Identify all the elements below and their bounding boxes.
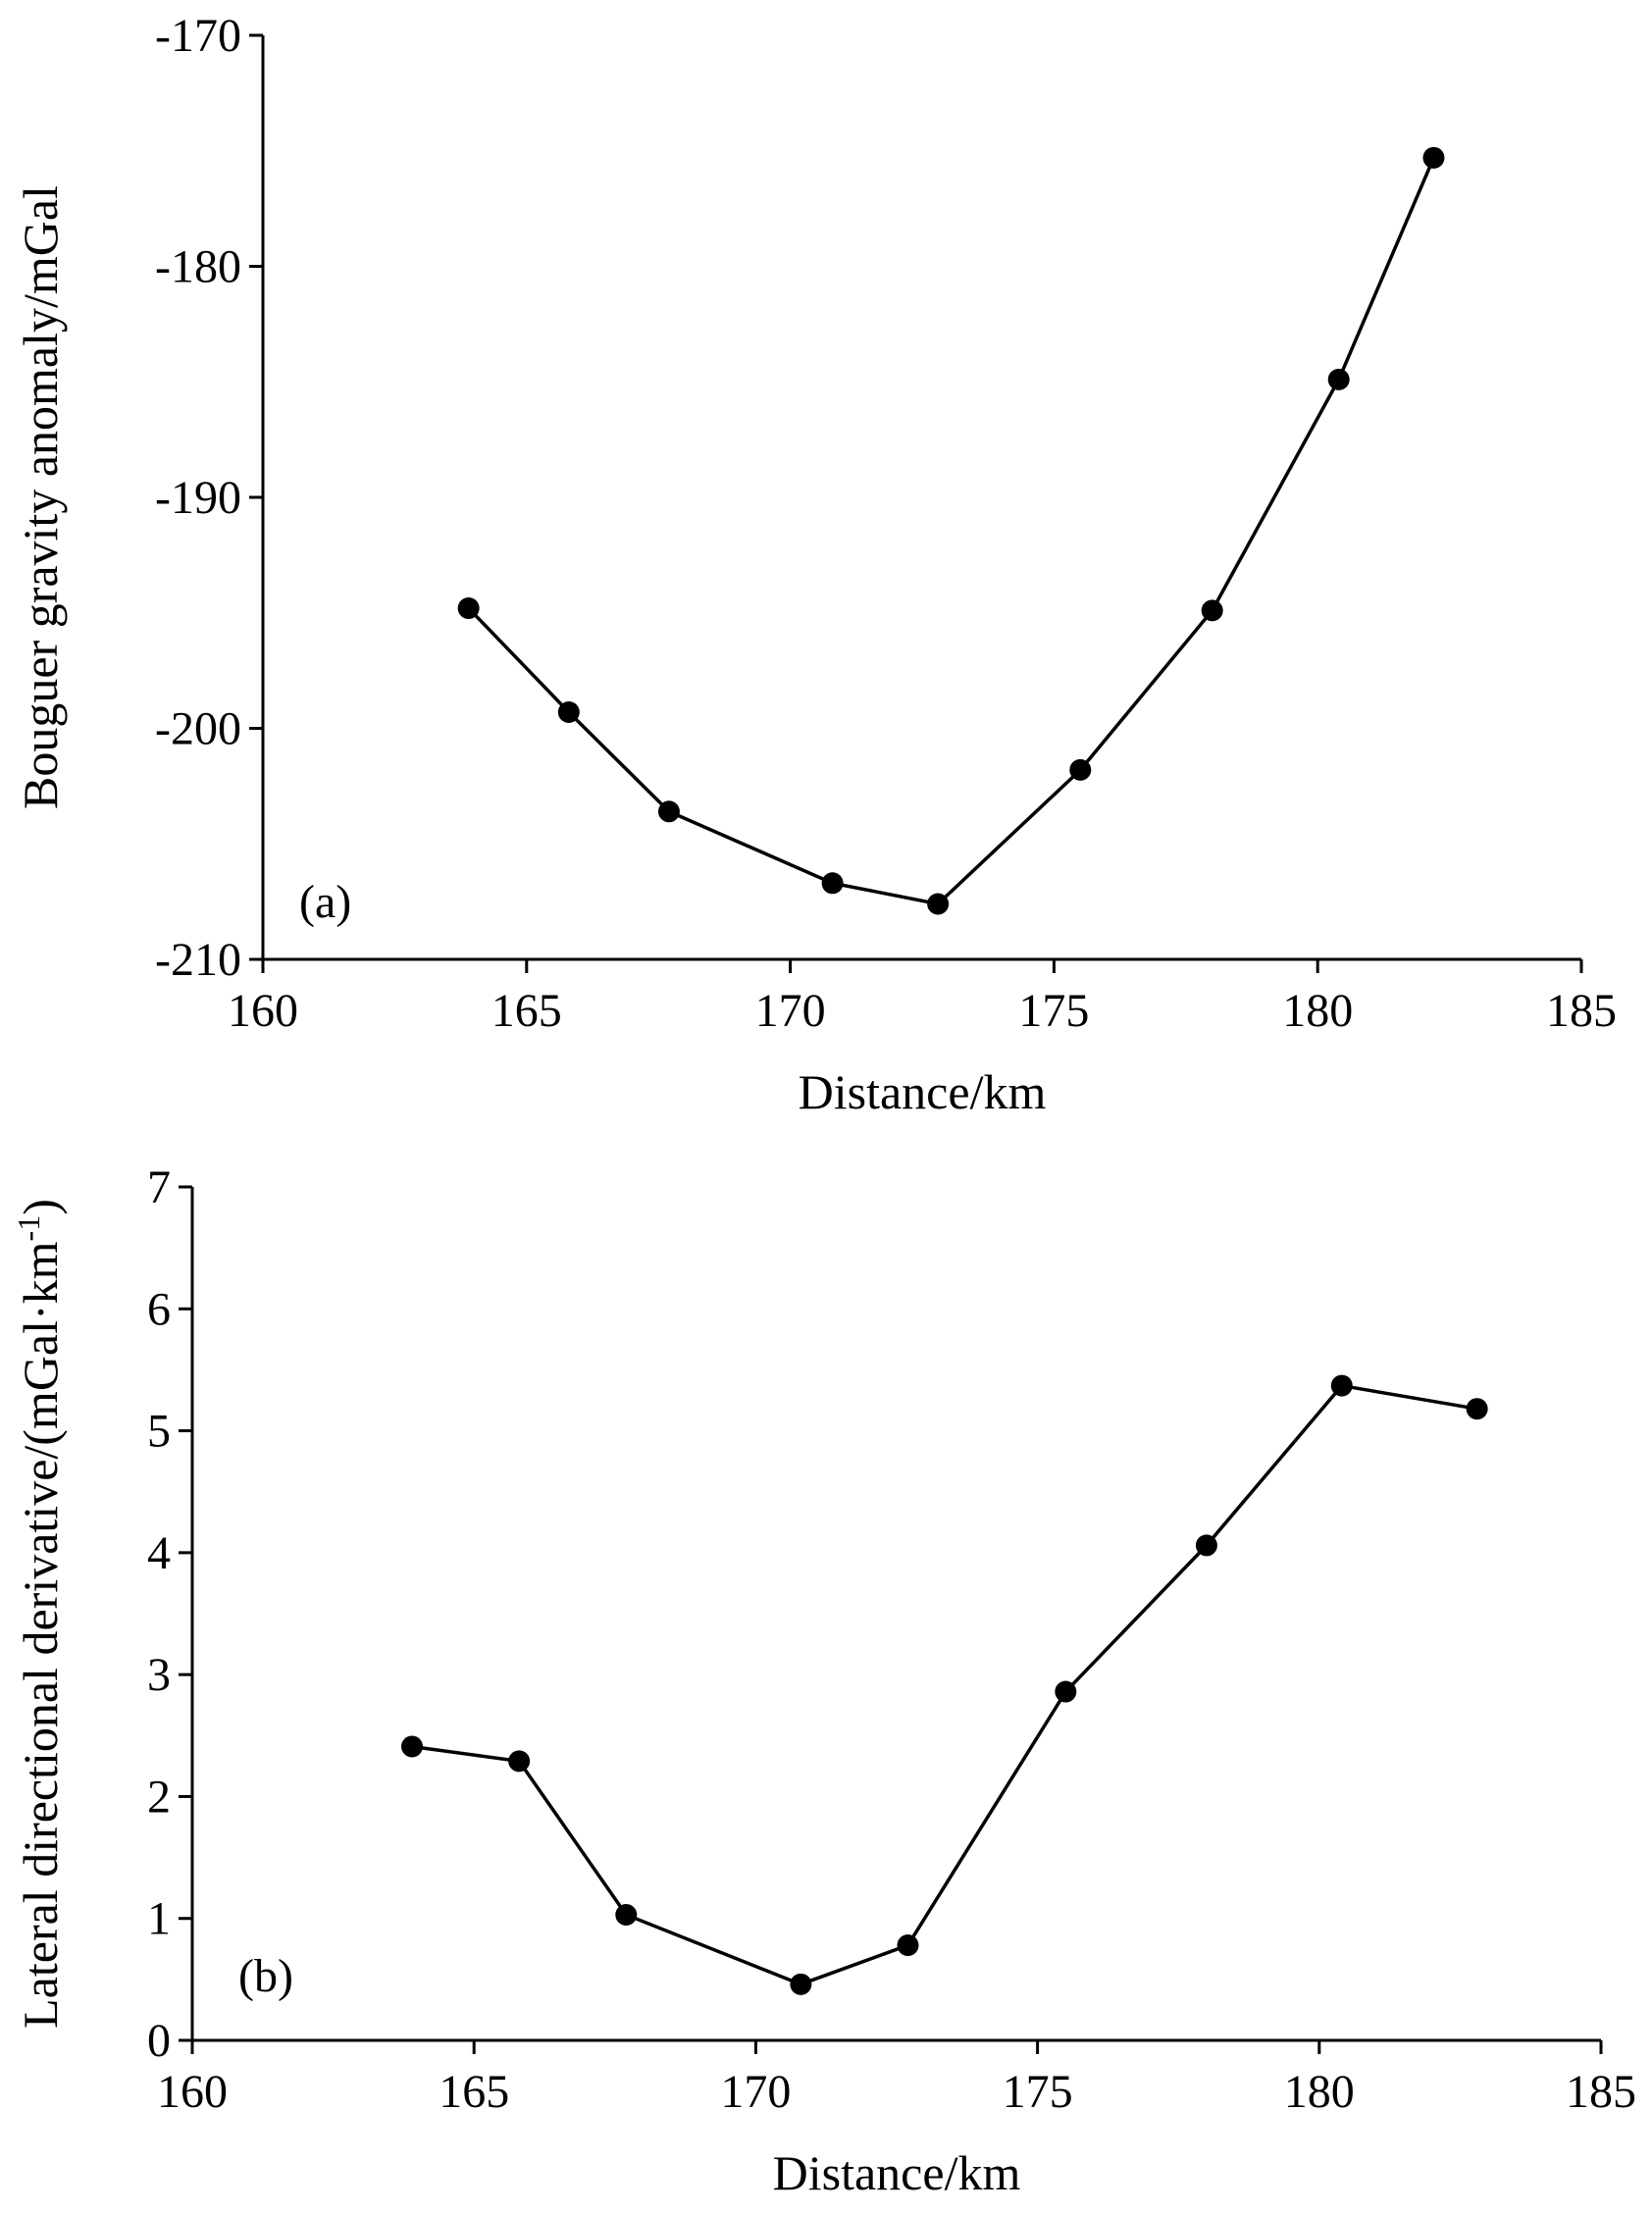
panel-a-x-axis-title: Distance/km [799,1064,1047,1119]
panel-a-y-axis-title: Bouguer gravity anomaly/mGal [13,185,68,809]
panel-b-data-point [790,1973,812,1995]
panel-a-panel-label: (a) [299,876,351,928]
panel-a-y-tick-label: -190 [155,472,241,524]
panel-b-y-axis-title-close: ) [13,1199,68,1215]
panel-a-data-point [1201,599,1223,622]
panel-a-y-tick-label: -170 [155,10,241,62]
panel-a-x-tick-label: 170 [755,985,826,1037]
panel-b-y-tick-label: 6 [147,1283,171,1335]
panel-a-data-point [1422,146,1445,169]
panel-a-data-point [927,893,950,915]
panel-a-x-tick-label: 175 [1018,985,1089,1037]
panel-a-series-line [467,157,1436,906]
panel-b-y-axis-title: Lateral directional derivative/(mGal·km-… [11,1199,68,2029]
panel-a-data-point [821,872,844,895]
panel-b-data-point [401,1735,424,1758]
panel-a-data-point [557,701,580,724]
panel-a-y-tick-label: -180 [155,241,241,293]
panel-b-data-point [1055,1680,1077,1703]
panel-a-data-point [1327,368,1350,390]
panel-b-data-point [508,1750,531,1773]
panel-b-data-point [897,1934,919,1957]
panel-b-x-tick-label: 175 [1003,2066,1073,2118]
panel-b-x-tick-label: 170 [720,2066,791,2118]
panel-b-x-tick-label: 165 [439,2066,509,2118]
panel-b-data-point [1466,1398,1488,1420]
panel-a-data-point [1069,758,1092,781]
panel-b-x-axis-title: Distance/km [773,2145,1021,2200]
panel-b-x-tick-label: 160 [157,2066,228,2118]
panel-b-series-line [411,1383,1477,1986]
panel-b-y-tick-label: 7 [147,1161,171,1213]
panel-b-y-tick-label: 0 [147,2015,171,2067]
panel-b-y-tick-label: 2 [147,1771,171,1823]
panel-b-y-tick-label: 4 [147,1527,171,1579]
panel-b-data-point [615,1903,638,1926]
panel-b-x-tick-label: 180 [1284,2066,1355,2118]
panel-a-x-tick-label: 185 [1546,985,1617,1037]
panel-b-chart: 0 1 2 3 4 5 6 7 160 165 170 175 180 185 Distance/km Lat… [11,1161,1636,2200]
panel-b-x-tick-label: 185 [1566,2066,1636,2118]
panel-b-y-tick-label: 3 [147,1649,171,1701]
panel-a-y-tick-label: -210 [155,934,241,986]
panel-a-data-point [457,597,480,620]
panel-b-y-axis-title-main: Lateral directional derivative/(mGal·km [13,1241,68,2029]
panel-a-y-tick-label: -200 [155,703,241,755]
panel-b-y-tick-label: 5 [147,1406,171,1458]
panel-b-data-point [1195,1534,1217,1557]
panel-b-y-tick-label: 1 [147,1893,171,1945]
panel-b-y-axis-title-sup: -1 [11,1215,46,1242]
panel-b-data-point [1330,1374,1353,1397]
panel-a-x-tick-label: 165 [491,985,562,1037]
panel-b-panel-label: (b) [238,1950,293,2002]
panel-a-x-tick-label: 160 [228,985,298,1037]
panel-a-data-point [657,800,680,823]
panel-a-x-tick-label: 180 [1282,985,1353,1037]
